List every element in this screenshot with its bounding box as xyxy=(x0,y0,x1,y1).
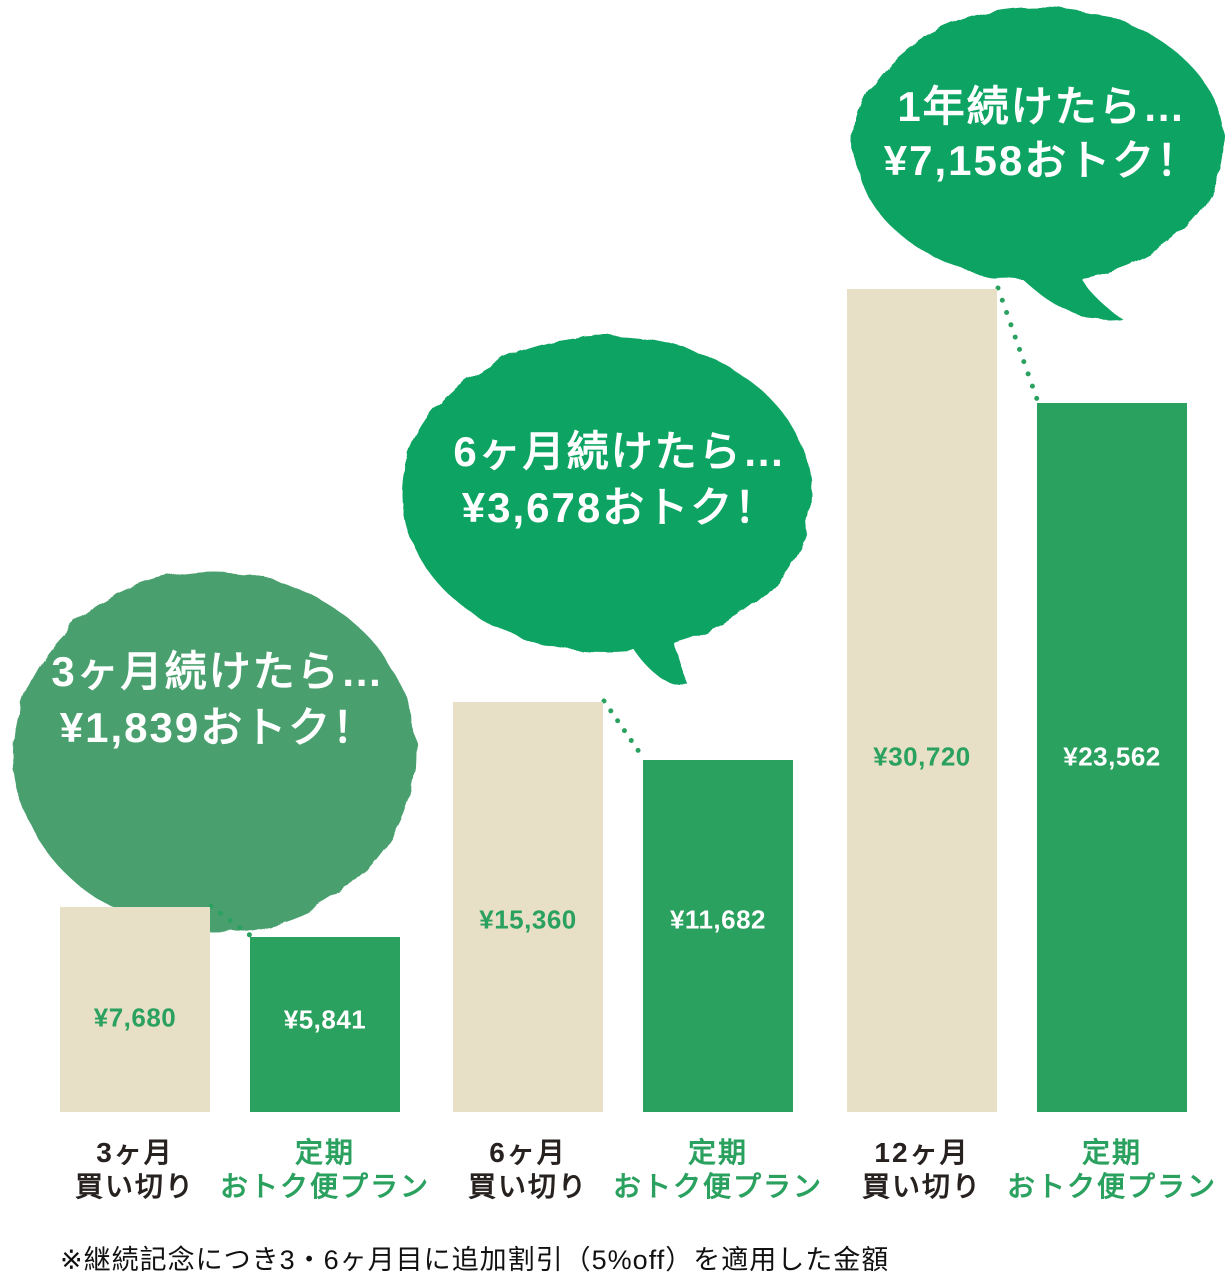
speech-bubble-6m xyxy=(402,336,812,684)
savings-dotted-line-3m xyxy=(208,903,254,939)
bar-6m-plan xyxy=(643,760,793,1112)
label-1y-buyout-line2: 買い切り xyxy=(861,1171,982,1202)
bar-1y-plan xyxy=(1037,403,1187,1112)
label-1y-plan-line1: 定期 xyxy=(1081,1137,1142,1168)
label-6m-plan-line2: おトク便プラン xyxy=(612,1171,823,1202)
bar-3m-buyout xyxy=(60,907,210,1112)
price-3m-plan: ¥5,841 xyxy=(283,1004,367,1035)
label-6m-buyout-line2: 買い切り xyxy=(467,1171,588,1202)
bubble-3m-line2: ¥1,839おトク！ xyxy=(59,704,377,751)
bubble-6m-line1: 6ヶ月続けたら… xyxy=(453,428,787,475)
price-1y-buyout: ¥30,720 xyxy=(873,741,971,772)
footnote: ※継続記念につき3・6ヶ月目に追加割引（5%off）を適用した金額 xyxy=(60,1245,890,1275)
bubble-1y-line2: ¥7,158おトク！ xyxy=(883,137,1201,184)
price-6m-buyout: ¥15,360 xyxy=(479,904,577,935)
label-3m-buyout: 3ヶ月 買い切り xyxy=(15,1136,255,1204)
bubble-3m-line1: 3ヶ月続けたら… xyxy=(51,648,385,695)
label-1y-plan: 定期 おトク便プラン xyxy=(992,1136,1225,1204)
bar-6m-buyout xyxy=(453,702,603,1112)
savings-dotted-line-1y xyxy=(995,285,1041,405)
bubble-1y-text: 1年続けたら… ¥7,158おトク！ xyxy=(842,80,1225,188)
bar-3m-plan xyxy=(250,937,400,1112)
price-1y-plan: ¥23,562 xyxy=(1063,741,1161,772)
label-6m-plan: 定期 おトク便プラン xyxy=(598,1136,838,1204)
label-3m-buyout-line2: 買い切り xyxy=(74,1171,195,1202)
bubble-6m-line2: ¥3,678おトク！ xyxy=(461,484,779,531)
label-1y-plan-line2: おトク便プラン xyxy=(1006,1171,1217,1202)
speech-bubble-1y xyxy=(854,7,1224,321)
label-6m-buyout-line1: 6ヶ月 xyxy=(489,1137,567,1168)
label-3m-plan: 定期 おトク便プラン xyxy=(205,1136,445,1204)
savings-dotted-line-6m xyxy=(601,698,647,762)
bubble-1y-line1: 1年続けたら… xyxy=(897,83,1187,130)
bubble-3m-text: 3ヶ月続けたら… ¥1,839おトク！ xyxy=(8,644,428,756)
label-1y-buyout-line1: 12ヶ月 xyxy=(874,1137,970,1168)
speech-bubble-3m xyxy=(13,572,415,932)
label-3m-plan-line1: 定期 xyxy=(294,1137,355,1168)
label-6m-buyout: 6ヶ月 買い切り xyxy=(408,1136,648,1204)
price-3m-buyout: ¥7,680 xyxy=(93,1002,177,1033)
label-3m-buyout-line1: 3ヶ月 xyxy=(96,1137,174,1168)
label-1y-buyout: 12ヶ月 買い切り xyxy=(802,1136,1042,1204)
price-6m-plan: ¥11,682 xyxy=(669,904,767,935)
bar-1y-buyout xyxy=(847,289,997,1112)
bubble-6m-text: 6ヶ月続けたら… ¥3,678おトク！ xyxy=(410,424,830,536)
label-6m-plan-line1: 定期 xyxy=(687,1137,748,1168)
label-3m-plan-line2: おトク便プラン xyxy=(219,1171,430,1202)
